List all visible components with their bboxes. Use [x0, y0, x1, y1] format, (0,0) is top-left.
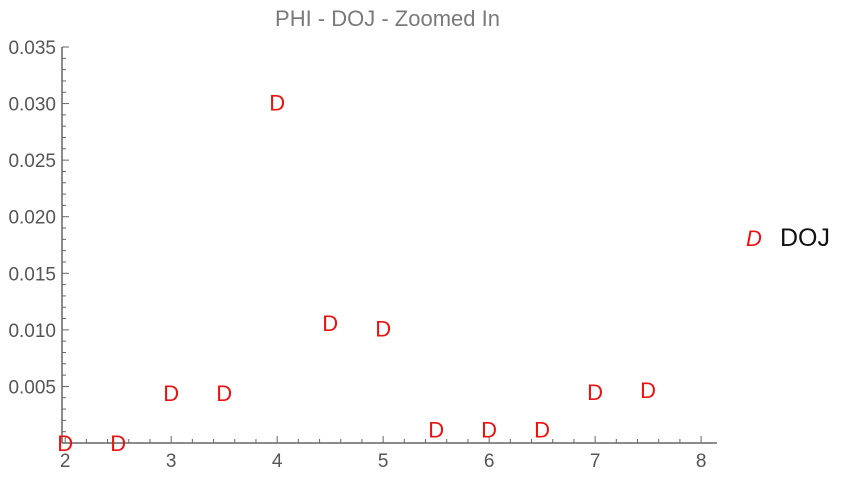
x-tick-label: 4: [272, 451, 283, 472]
data-point: D: [57, 431, 73, 456]
y-tick-label: 0.030: [8, 95, 56, 116]
x-tick-label: 6: [484, 451, 495, 472]
y-tick-label: 0.015: [8, 264, 56, 285]
data-point: D: [428, 417, 444, 442]
y-tick-label: 0.005: [8, 377, 56, 398]
x-tick-label: 2: [60, 451, 71, 472]
legend-label-doj: DOJ: [780, 224, 830, 252]
x-tick-label: 7: [590, 451, 601, 472]
data-point: D: [587, 380, 603, 405]
y-tick-label: 0.010: [8, 321, 56, 342]
data-point: D: [481, 417, 497, 442]
legend-marker: D: [746, 225, 762, 251]
y-tick-label: 0.035: [8, 38, 56, 59]
data-point: D: [269, 90, 285, 115]
data-point: D: [534, 417, 550, 442]
data-point: D: [322, 311, 338, 336]
data-point: D: [216, 381, 232, 406]
x-tick-label: 8: [696, 451, 707, 472]
data-point: D: [163, 381, 179, 406]
chart-title: PHI - DOJ - Zoomed In: [275, 6, 500, 31]
legend: D DOJ: [746, 224, 830, 253]
data-point: D: [110, 431, 126, 456]
y-tick-label: 0.020: [8, 208, 56, 229]
y-tick-label: 0.025: [8, 151, 56, 172]
x-tick-label: 3: [166, 451, 177, 472]
data-point: D: [640, 378, 656, 403]
data-point: D: [375, 317, 391, 342]
x-tick-label: 5: [378, 451, 389, 472]
